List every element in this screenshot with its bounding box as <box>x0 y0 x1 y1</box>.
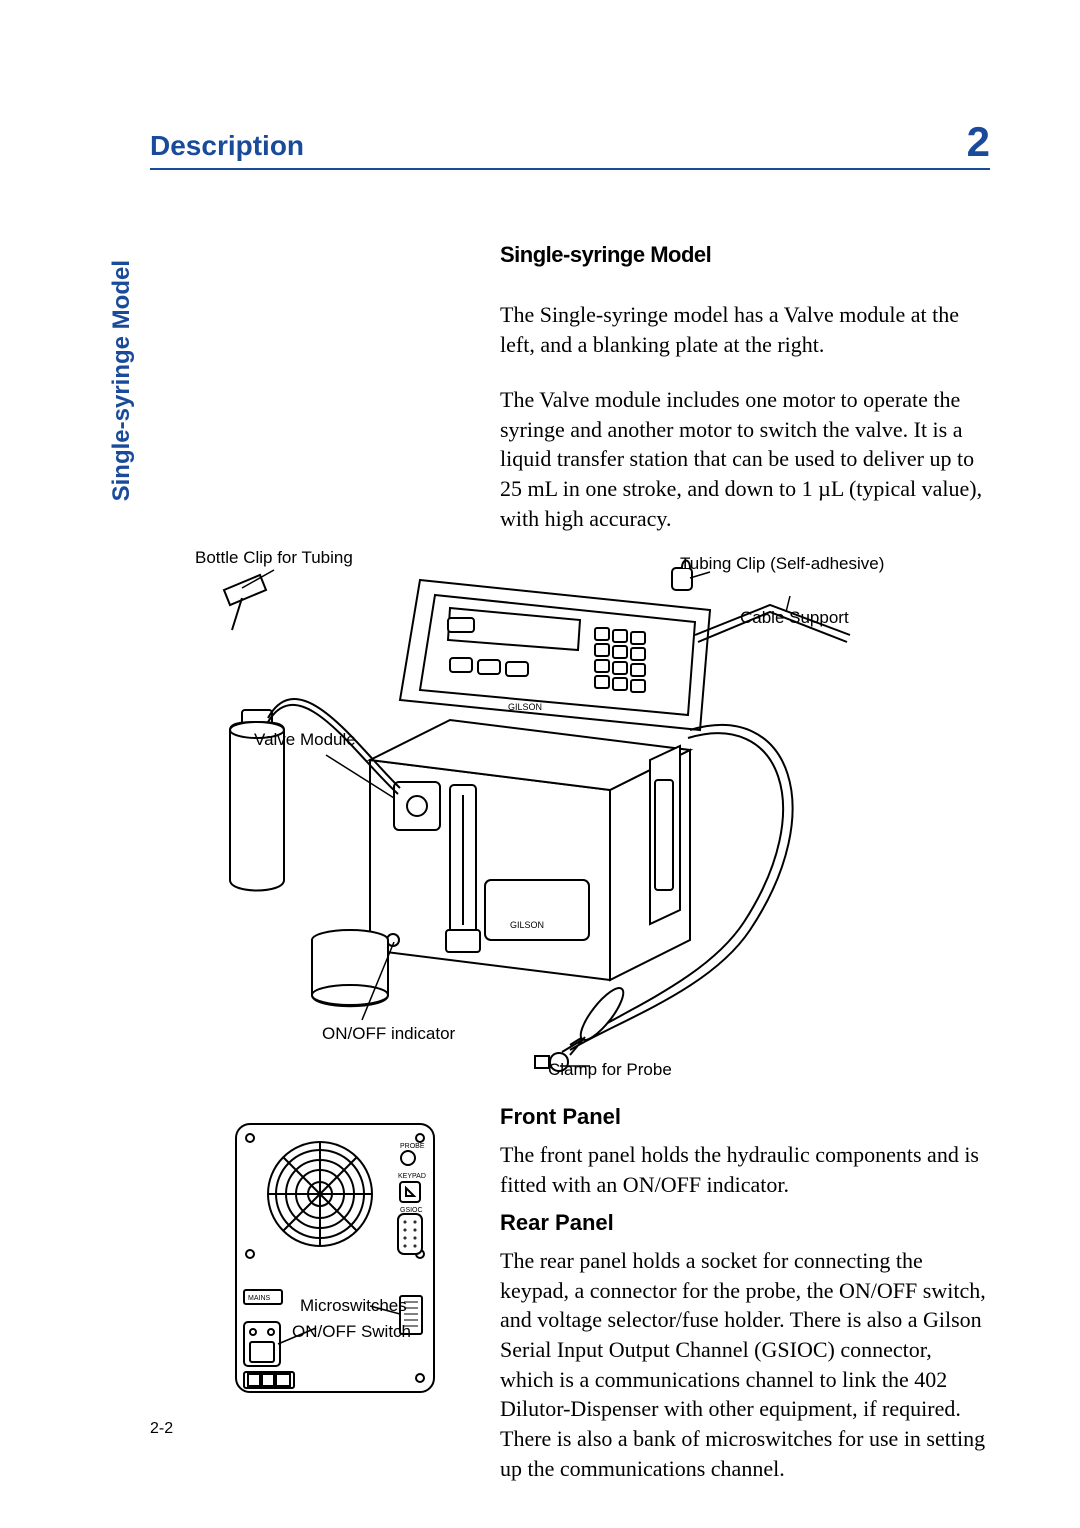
front-panel-body: The front panel holds the hydraulic comp… <box>500 1140 990 1199</box>
figure-instrument: GILSON GILSON <box>150 550 870 1090</box>
callout-onoff-indicator: ON/OFF indicator <box>322 1024 455 1044</box>
label-keypad: KEYPAD <box>398 1173 426 1180</box>
brand-text-2: GILSON <box>510 920 544 930</box>
section-heading: Description <box>150 130 990 170</box>
label-mains: MAINS <box>248 1295 271 1302</box>
intro-paragraph-1: The Single-syringe model has a Valve mod… <box>500 300 990 359</box>
label-probe: PROBE <box>400 1143 425 1150</box>
callout-microswitches: Microswitches <box>300 1296 407 1316</box>
callout-clamp-probe: Clamp for Probe <box>548 1060 672 1080</box>
page-title: Single-syringe Model <box>500 240 990 270</box>
rear-panel-heading: Rear Panel <box>500 1208 990 1238</box>
callout-tubing-clip: Tubing Clip (Self-adhesive) <box>680 554 884 574</box>
callout-cable-support: Cable Support <box>740 608 849 628</box>
side-tab: Single-syringe Model <box>108 260 136 501</box>
chapter-number: 2 <box>967 118 990 166</box>
callout-bottle-clip: Bottle Clip for Tubing <box>195 548 353 568</box>
front-panel-heading: Front Panel <box>500 1102 990 1132</box>
callout-onoff-switch: ON/OFF Switch <box>292 1322 411 1342</box>
page: Description 2 Single-syringe Model Singl… <box>0 0 1080 1528</box>
intro-paragraph-2: The Valve module includes one motor to o… <box>500 385 990 533</box>
brand-text-1: GILSON <box>508 702 542 712</box>
figure-rear-panel: PROBE KEYPAD GSIOC MAINS <box>230 1118 470 1398</box>
callout-valve-module: Valve Module <box>254 730 356 750</box>
rear-panel-body: The rear panel holds a socket for connec… <box>500 1246 990 1484</box>
page-number: 2-2 <box>150 1420 173 1438</box>
label-gsioc: GSIOC <box>400 1207 423 1214</box>
